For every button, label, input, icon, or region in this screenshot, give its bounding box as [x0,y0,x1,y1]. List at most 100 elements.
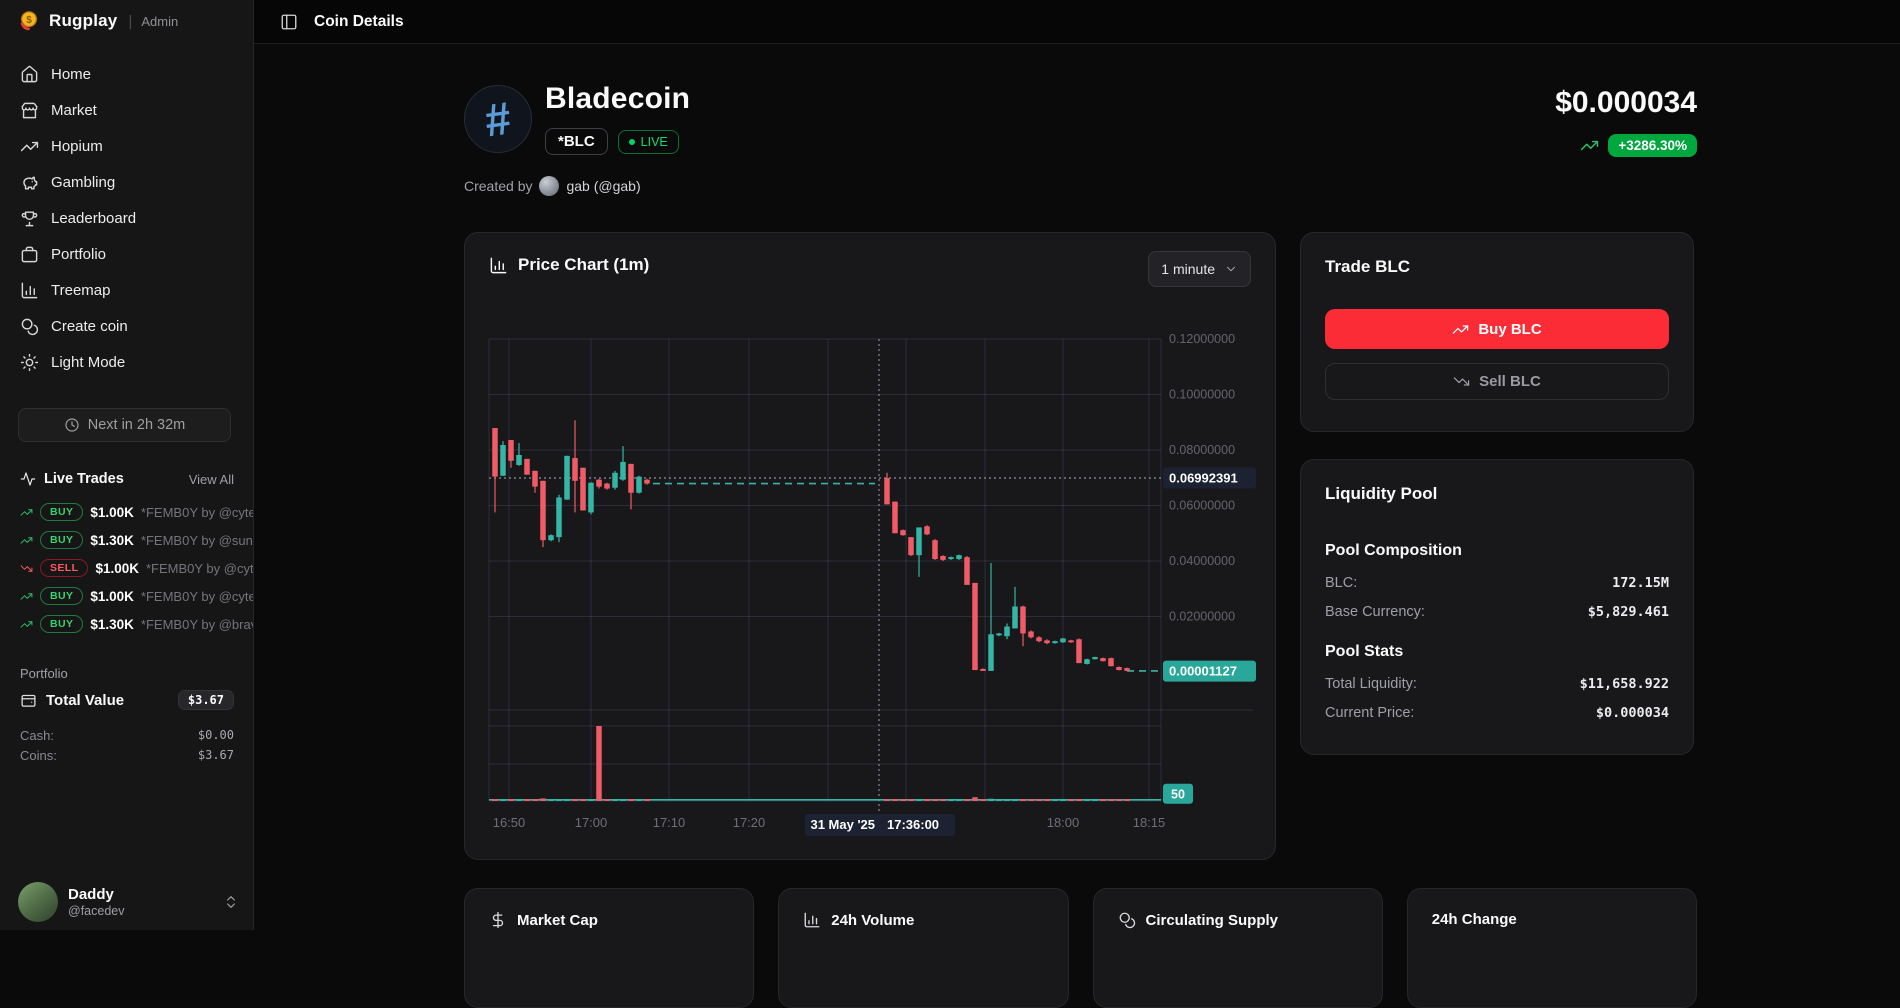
created-by-label: Created by [464,178,532,194]
coin-avatar-glyph: # [482,94,514,143]
trade-amount: $1.00K [90,505,134,520]
trade-row[interactable]: SELL $1.00K *FEMB0Y by @cyte [20,554,253,582]
market-cap-card: Market Cap [464,888,754,1008]
trade-row[interactable]: BUY $1.30K *FEMB0Y by @sunn [20,526,253,554]
svg-text:0.02000000: 0.02000000 [1169,610,1235,624]
trade-amount: $1.00K [90,589,134,604]
sell-button[interactable]: Sell BLC [1325,363,1669,400]
sidebar-item-label: Treemap [51,282,110,299]
avatar [18,882,58,922]
trade-row[interactable]: BUY $1.30K *FEMB0Y by @brave [20,610,253,638]
coin-name: Bladecoin [545,82,690,116]
topbar: Coin Details [254,0,1900,44]
briefcase-icon [20,245,39,264]
rugplay-coin-logo-icon: $ [18,10,40,32]
creator-link[interactable]: gab (@gab) [566,178,640,194]
liquidity-pool-title: Liquidity Pool [1325,484,1669,504]
chart-column-icon [803,911,821,929]
liquidity-pool-panel: Liquidity Pool Pool Composition BLC: 172… [1300,459,1694,755]
sidebar-item-treemap[interactable]: Treemap [8,272,245,308]
creator-avatar [539,176,559,196]
svg-text:17:10: 17:10 [653,815,686,830]
trending-up-icon [1452,321,1469,338]
buy-button[interactable]: Buy BLC [1325,309,1669,349]
pool-composition-title: Pool Composition [1325,542,1669,560]
trade-amount: $1.00K [95,561,139,576]
sidebar-item-home[interactable]: Home [8,56,245,92]
change-badge: +3286.30% [1608,134,1697,157]
pool-row-current-price: Current Price: $0.000034 [1325,705,1669,721]
trending-up-icon [20,534,33,547]
coins-row: Coins: $3.67 [20,748,234,763]
page-title: Coin Details [314,13,404,31]
sidebar-item-label: Light Mode [51,354,125,371]
svg-text:16:50: 16:50 [493,815,526,830]
sidebar-item-market[interactable]: Market [8,92,245,128]
brand-divider: | [128,13,132,30]
coins-icon [1118,911,1136,929]
candlestick-chart[interactable]: 0.120000000.100000000.080000000.06000000… [465,233,1277,861]
trending-up-icon [1580,136,1599,155]
trending-down-icon [1453,373,1470,390]
store-icon [20,101,39,120]
view-all-link[interactable]: View All [189,472,234,487]
chart-column-icon [20,281,39,300]
trending-down-icon [20,562,33,575]
svg-text:17:00: 17:00 [575,815,608,830]
coins-icon [20,317,39,336]
sidebar: $ Rugplay | Admin Home Market Hopium Gam… [0,0,254,930]
trade-detail: *FEMB0Y by @cyte [146,561,253,576]
created-by-row: Created by gab (@gab) [464,176,641,196]
sidebar-item-light-mode[interactable]: Light Mode [8,344,245,380]
pool-stats-title: Pool Stats [1325,643,1669,661]
brand-role: Admin [141,14,178,29]
wallet-icon [20,692,37,709]
user-name: Daddy [68,886,124,903]
svg-text:18:00: 18:00 [1047,815,1080,830]
trade-side-badge: BUY [40,503,83,522]
sidebar-item-portfolio[interactable]: Portfolio [8,236,245,272]
total-value-label: Total Value [46,692,124,709]
coin-price: $0.000034 [1555,86,1697,120]
trade-side-badge: SELL [40,559,88,578]
svg-text:17:36:00: 17:36:00 [887,817,939,832]
sidebar-item-create-coin[interactable]: Create coin [8,308,245,344]
main-content: # Bladecoin *BLC LIVE Created by gab (@g… [254,44,1900,930]
dollar-icon [489,911,507,929]
panel-left-toggle-icon[interactable] [280,13,298,31]
change-24h-card: 24h Change [1407,888,1697,1008]
live-dot-icon [629,139,635,145]
reward-timer-button[interactable]: Next in 2h 32m [18,408,231,442]
svg-text:31 May '25: 31 May '25 [810,817,875,832]
sidebar-item-hopium[interactable]: Hopium [8,128,245,164]
user-handle: @facedev [68,904,124,918]
total-value-badge: $3.67 [178,690,234,710]
user-menu[interactable]: Daddy @facedev [18,882,239,922]
trade-row[interactable]: BUY $1.00K *FEMB0Y by @cytec [20,498,253,526]
svg-text:0.10000000: 0.10000000 [1169,388,1235,402]
sidebar-item-leaderboard[interactable]: Leaderboard [8,200,245,236]
svg-text:0.08000000: 0.08000000 [1169,443,1235,457]
svg-text:0.00001127: 0.00001127 [1169,664,1237,679]
live-trades-title: Live Trades [20,471,124,487]
trending-up-icon [20,137,39,156]
trade-detail: *FEMB0Y by @brave [141,617,253,632]
live-badge: LIVE [618,130,679,154]
sidebar-item-label: Leaderboard [51,210,136,227]
trade-detail: *FEMB0Y by @cytec [141,589,253,604]
trending-up-icon [20,590,33,603]
trending-up-icon [20,506,33,519]
sidebar-item-gambling[interactable]: Gambling [8,164,245,200]
pool-row-total-liquidity: Total Liquidity: $11,658.922 [1325,676,1669,692]
svg-text:18:15: 18:15 [1133,815,1166,830]
circulating-supply-card: Circulating Supply [1093,888,1383,1008]
trade-side-badge: BUY [40,531,83,550]
sidebar-item-label: Hopium [51,138,103,155]
stats-grid: Market Cap 24h Volume Circulating Supply… [464,888,1697,1008]
svg-text:0.04000000: 0.04000000 [1169,554,1235,568]
trade-amount: $1.30K [90,617,134,632]
trade-row[interactable]: BUY $1.00K *FEMB0Y by @cytec [20,582,253,610]
trade-side-badge: BUY [40,587,83,606]
brand[interactable]: $ Rugplay | Admin [18,10,178,32]
